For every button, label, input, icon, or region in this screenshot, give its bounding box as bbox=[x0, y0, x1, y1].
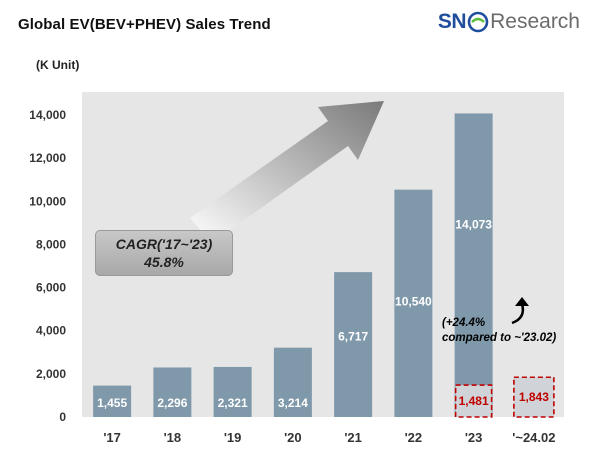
logo-swirl-icon bbox=[467, 11, 489, 33]
growth-note: (+24.4% compared to ~'23.02) bbox=[442, 316, 556, 346]
bar bbox=[454, 113, 493, 417]
bar-value-label: 10,540 bbox=[395, 295, 432, 309]
y-tick-label: 0 bbox=[59, 410, 66, 424]
bar bbox=[273, 347, 312, 417]
x-tick-label: '22 bbox=[405, 430, 423, 445]
x-tick-label: '21 bbox=[344, 430, 362, 445]
bar-value-label: 1,455 bbox=[97, 396, 127, 410]
y-axis-unit-label: (K Unit) bbox=[36, 58, 80, 72]
note-arrow-icon bbox=[511, 297, 529, 325]
y-axis: 0 2,000 4,000 6,000 8,000 10,000 12,000 14,000 bbox=[29, 108, 66, 424]
growth-note-line1: (+24.4% bbox=[442, 317, 486, 329]
y-tick-label: 6,000 bbox=[36, 281, 66, 295]
bar-value-label: 14,073 bbox=[455, 217, 492, 231]
partial-bar-value-label: 1,481 bbox=[459, 394, 489, 408]
sne-research-logo: SN Research bbox=[438, 10, 580, 34]
bar-value-label: 2,321 bbox=[218, 396, 248, 410]
y-tick-label: 10,000 bbox=[29, 194, 66, 208]
x-axis: '17 '18 '19 '20 '21 '22 '23 '~24.02 bbox=[103, 430, 555, 445]
bar bbox=[153, 367, 192, 417]
bar-value-label: 2,296 bbox=[157, 396, 187, 410]
bar bbox=[93, 385, 132, 417]
cagr-value: 45.8% bbox=[144, 254, 184, 270]
partial-bar bbox=[454, 384, 493, 418]
bar bbox=[394, 189, 433, 417]
bar bbox=[334, 272, 373, 417]
y-tick-label: 8,000 bbox=[36, 237, 66, 251]
cagr-period: CAGR('17~'23) bbox=[115, 236, 213, 252]
partial-bar-value-label: 1,843 bbox=[519, 390, 549, 404]
x-tick-label: '20 bbox=[284, 430, 302, 445]
cagr-callout: CAGR('17~'23) 45.8% bbox=[95, 230, 233, 276]
y-tick-label: 4,000 bbox=[36, 324, 66, 338]
bar bbox=[213, 366, 252, 417]
y-tick-label: 14,000 bbox=[29, 108, 66, 122]
y-tick-label: 12,000 bbox=[29, 151, 66, 165]
x-tick-label: '17 bbox=[103, 430, 121, 445]
partial-bar bbox=[513, 376, 555, 418]
x-tick-label: '19 bbox=[224, 430, 242, 445]
x-tick-label: '18 bbox=[164, 430, 182, 445]
x-tick-label: '~24.02 bbox=[512, 430, 555, 445]
bar-value-label: 3,214 bbox=[278, 396, 308, 410]
chart-title: Global EV(BEV+PHEV) Sales Trend bbox=[18, 16, 271, 33]
y-tick-label: 2,000 bbox=[36, 367, 66, 381]
bar-value-label: 6,717 bbox=[338, 330, 368, 344]
x-tick-label: '23 bbox=[465, 430, 483, 445]
logo-research-text: Research bbox=[490, 10, 580, 33]
bars: 1,455 2,296 2,321 3,214 6,717 10,540 14,073 1,4… bbox=[93, 113, 555, 418]
growth-note-line2: compared to ~'23.02) bbox=[442, 332, 557, 344]
logo-sne-text: SN bbox=[437, 10, 467, 33]
growth-arrow-icon bbox=[190, 101, 384, 243]
